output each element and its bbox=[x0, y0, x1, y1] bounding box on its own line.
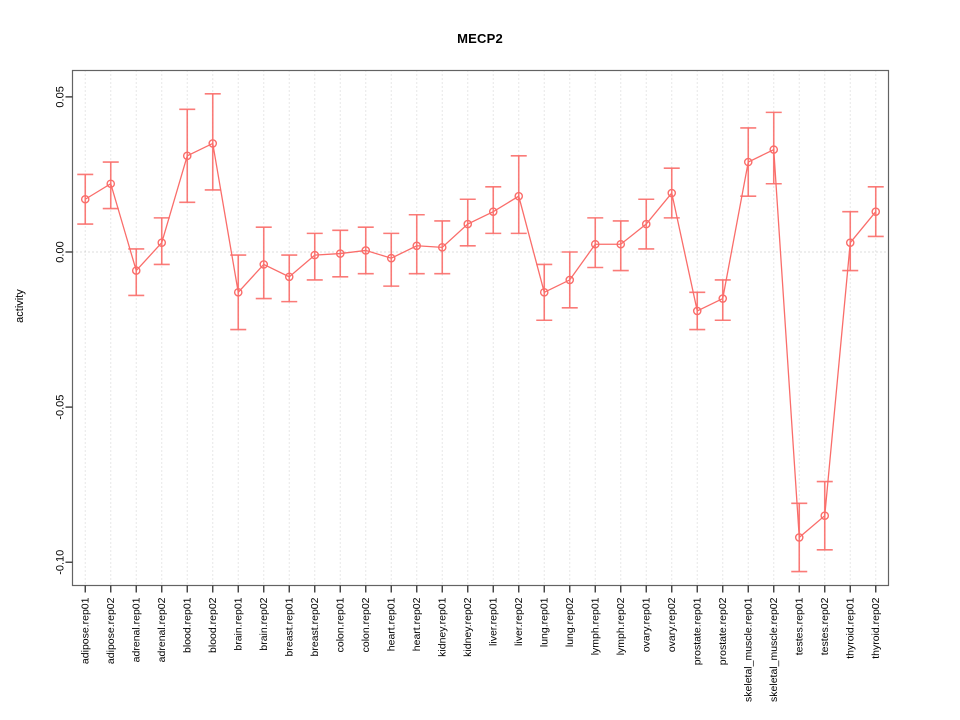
data-point-marker bbox=[743, 157, 753, 167]
data-point-marker bbox=[157, 238, 167, 247]
x-tick-label: colon.rep01 bbox=[334, 597, 346, 652]
x-tick-label: lymph.rep02 bbox=[615, 597, 627, 655]
x-tick-label: heart.rep01 bbox=[385, 597, 397, 651]
chart-title: MECP2 bbox=[457, 31, 503, 46]
data-point-marker bbox=[641, 219, 651, 229]
data-point-marker bbox=[233, 288, 243, 297]
data-point-marker bbox=[514, 191, 524, 201]
x-tick-label: blood.rep02 bbox=[207, 597, 219, 653]
data-point-marker bbox=[692, 306, 702, 316]
x-tick-label: skeletal_muscle.rep01 bbox=[742, 597, 754, 702]
data-point-marker bbox=[80, 194, 90, 204]
x-tick-label: kidney.rep01 bbox=[436, 597, 448, 657]
x-tick-label: prostate.rep01 bbox=[691, 597, 703, 665]
data-point-marker bbox=[259, 260, 269, 269]
y-tick-label: 0.05 bbox=[55, 86, 67, 107]
data-point-marker bbox=[386, 253, 396, 263]
data-point-marker bbox=[106, 179, 116, 189]
data-point-marker bbox=[769, 145, 779, 154]
x-tick-label: thyroid.rep01 bbox=[844, 597, 856, 658]
x-tick-label: lung.rep01 bbox=[538, 597, 550, 647]
data-point-marker bbox=[412, 241, 422, 251]
x-tick-label: brain.rep01 bbox=[232, 597, 244, 650]
y-tick-label: -0.05 bbox=[55, 395, 67, 420]
x-tick-label: testes.rep02 bbox=[819, 597, 831, 655]
x-axis: adipose.rep01 adipose.rep02 adrenal.rep01 a… bbox=[79, 585, 882, 702]
data-point-marker bbox=[718, 294, 728, 303]
x-tick-label: skeletal_muscle.rep02 bbox=[768, 597, 780, 702]
data-point-marker bbox=[488, 207, 498, 216]
data-point-marker bbox=[182, 151, 192, 161]
x-tick-label: lymph.rep01 bbox=[589, 597, 601, 655]
y-axis: 0.05 0.00 -0.05 -0.10 bbox=[55, 86, 73, 575]
data-point-marker bbox=[463, 219, 473, 229]
x-tick-label: adipose.rep02 bbox=[105, 597, 117, 664]
data-point-marker bbox=[794, 533, 804, 542]
x-tick-label: kidney.rep02 bbox=[462, 597, 474, 657]
data-point-marker bbox=[310, 250, 320, 260]
x-tick-label: adrenal.rep01 bbox=[130, 597, 142, 662]
x-tick-label: liver.rep01 bbox=[487, 597, 499, 646]
data-point-marker bbox=[335, 249, 345, 258]
x-tick-label: liver.rep02 bbox=[513, 597, 525, 646]
x-tick-label: blood.rep01 bbox=[181, 597, 193, 653]
data-point-marker bbox=[820, 511, 830, 520]
x-tick-label: colon.rep02 bbox=[360, 597, 372, 652]
data-point-marker bbox=[871, 207, 881, 216]
plot-border bbox=[71, 69, 890, 587]
x-tick-label: breast.rep01 bbox=[283, 597, 295, 656]
x-tick-label: ovary.rep01 bbox=[640, 597, 652, 652]
data-point-marker bbox=[565, 275, 575, 285]
data-point-marker bbox=[616, 239, 626, 249]
x-tick-label: ovary.rep02 bbox=[666, 597, 678, 652]
data-point-marker bbox=[284, 272, 294, 282]
y-tick-label: -0.10 bbox=[55, 550, 67, 575]
x-tick-label: breast.rep02 bbox=[309, 597, 321, 656]
x-tick-label: brain.rep02 bbox=[258, 597, 270, 650]
data-series bbox=[77, 92, 884, 573]
data-point-marker bbox=[208, 139, 218, 148]
series-line bbox=[84, 142, 877, 539]
x-tick-label: thyroid.rep02 bbox=[870, 597, 882, 658]
data-point-marker bbox=[131, 266, 141, 275]
data-point-marker bbox=[539, 288, 549, 297]
data-point-marker bbox=[667, 188, 677, 198]
x-tick-label: testes.rep01 bbox=[793, 597, 805, 655]
data-point-marker bbox=[590, 239, 600, 249]
data-point-marker bbox=[845, 238, 855, 247]
x-tick-label: lung.rep02 bbox=[564, 597, 576, 647]
data-point-marker bbox=[361, 246, 371, 255]
data-point-marker bbox=[437, 243, 447, 252]
x-tick-label: adipose.rep01 bbox=[79, 597, 91, 664]
x-tick-label: heart.rep02 bbox=[411, 597, 423, 651]
x-tick-label: adrenal.rep02 bbox=[156, 597, 168, 662]
y-tick-label: 0.00 bbox=[55, 241, 67, 262]
x-tick-label: prostate.rep02 bbox=[717, 597, 729, 665]
